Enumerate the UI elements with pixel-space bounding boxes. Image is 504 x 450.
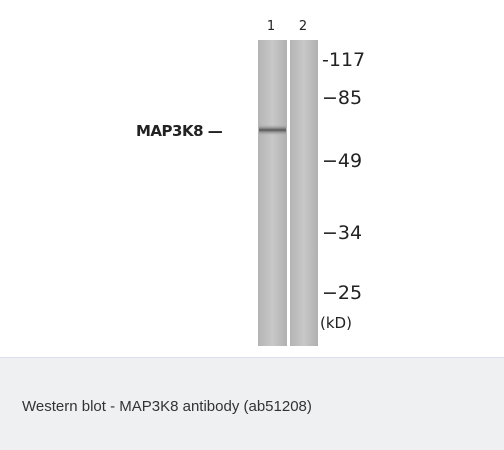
lane — [290, 40, 318, 346]
band-label: MAP3K8 — — [136, 122, 223, 140]
lane-label: 2 — [299, 19, 307, 34]
marker: −49 — [322, 150, 362, 172]
blot: 1 2 MAP3K8 — -117 −85 −49 −34 −25 (kD) — [0, 0, 504, 358]
page: 1 2 MAP3K8 — -117 −85 −49 −34 −25 (kD) W… — [0, 0, 504, 450]
band — [259, 124, 286, 136]
caption: Western blot - MAP3K8 antibody (ab51208) — [22, 398, 312, 415]
marker: −34 — [322, 222, 362, 244]
marker: -117 — [322, 49, 365, 71]
caption-area: Western blot - MAP3K8 antibody (ab51208) — [0, 358, 504, 450]
blot-image: 1 2 MAP3K8 — -117 −85 −49 −34 −25 (kD) — [0, 0, 504, 358]
marker: −25 — [322, 282, 362, 304]
marker: −85 — [322, 87, 362, 109]
unit-label: (kD) — [320, 314, 352, 332]
lane-label: 1 — [267, 19, 275, 34]
lane — [258, 40, 287, 346]
